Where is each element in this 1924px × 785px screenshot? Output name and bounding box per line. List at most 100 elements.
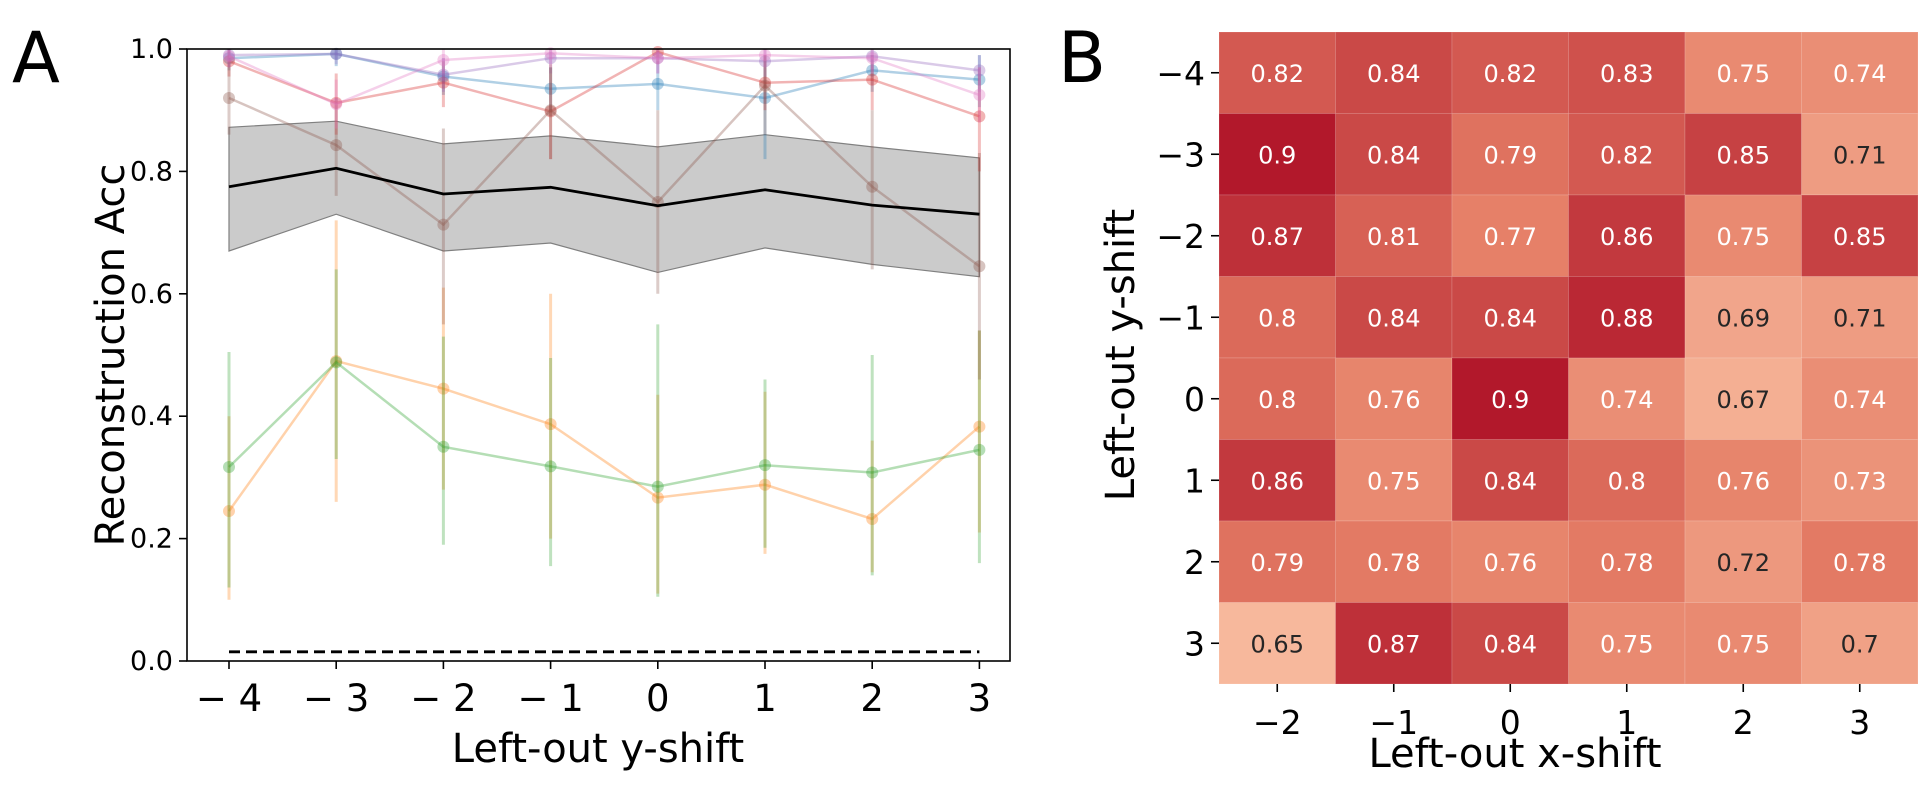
heatmap-cell <box>1568 31 1686 114</box>
heatmap-cell-label: 0.74 <box>1833 386 1886 414</box>
heatmap-x-tick-label: −1 <box>1369 703 1418 742</box>
series-6-point <box>759 79 771 92</box>
heatmap-x-tick-label: 3 <box>1849 703 1870 742</box>
series-1-point <box>973 73 986 86</box>
heatmap-cell-label: 0.84 <box>1367 304 1420 332</box>
series-1-point <box>330 47 343 60</box>
series-7-point <box>437 54 450 67</box>
heatmap-cell <box>1684 194 1802 277</box>
heatmap-y-tick-label: −4 <box>1156 54 1205 93</box>
series-3-point <box>973 443 986 456</box>
heatmap-y-tick-label: 1 <box>1184 461 1205 500</box>
heatmap-x-axis-label: Left-out x-shift <box>1368 731 1661 777</box>
heatmap-x-tick-label: 0 <box>1500 703 1521 742</box>
y-tick-label: 0.0 <box>130 646 173 677</box>
heatmap-cell-label: 0.75 <box>1717 223 1770 251</box>
series-6-point <box>866 180 879 193</box>
series-2-point <box>437 382 450 395</box>
series-4-point <box>223 55 235 68</box>
series-7-point <box>330 98 343 111</box>
series-4-point <box>866 73 879 86</box>
heatmap-y-axis: −4 −3 −2 −1 0 1 2 3 <box>1156 54 1219 663</box>
heatmap-cell-label: 0.8 <box>1258 304 1296 332</box>
series-2-point <box>330 355 343 368</box>
heatmap-cell-label: 0.87 <box>1367 630 1420 658</box>
series-2 <box>223 220 986 600</box>
heatmap-cell-label: 0.82 <box>1484 60 1537 88</box>
y-tick-label: 0.2 <box>130 524 173 555</box>
heatmap-cell-label: 0.83 <box>1600 60 1653 88</box>
heatmap-cell-label: 0.73 <box>1833 467 1886 495</box>
y-tick-label: 0.4 <box>130 401 173 432</box>
heatmap-cell-label: 0.84 <box>1367 60 1420 88</box>
series-4-point <box>330 96 343 109</box>
heatmap-cell <box>1801 194 1919 277</box>
heatmap-cell-label: 0.9 <box>1491 386 1529 414</box>
heatmap-x-tick-label: 1 <box>1616 703 1637 742</box>
series-7-point <box>759 49 771 62</box>
heatmap-cell <box>1684 31 1802 114</box>
heatmap-cell <box>1801 357 1919 440</box>
heatmap-cell <box>1451 31 1569 114</box>
heatmap-cell <box>1218 439 1336 522</box>
series-2-point <box>759 478 771 491</box>
heatmap-cell-label: 0.88 <box>1600 304 1653 332</box>
series-5 <box>223 47 986 92</box>
x-tick-label: 2 <box>860 677 884 720</box>
heatmap-cell <box>1568 520 1686 603</box>
heatmap-cell-label: 0.75 <box>1717 60 1770 88</box>
series-layer <box>223 46 986 600</box>
heatmap-cell-label: 0.82 <box>1600 141 1653 169</box>
series-3-point <box>330 356 343 369</box>
heatmap-cell <box>1335 602 1453 685</box>
series-4 <box>223 46 986 172</box>
heatmap-cell-label: 0.79 <box>1484 141 1537 169</box>
heatmap-cell <box>1451 602 1569 685</box>
series-7 <box>223 47 986 129</box>
series-1-point <box>651 77 664 90</box>
heatmap-cell-label: 0.75 <box>1717 630 1770 658</box>
x-tick-label: − 4 <box>196 677 262 720</box>
heatmap-cell <box>1335 194 1453 277</box>
heatmap-cell <box>1218 113 1336 196</box>
heatmap-cell <box>1684 113 1802 196</box>
heatmap-cell <box>1218 602 1336 685</box>
heatmap-cell-label: 0.84 <box>1484 467 1537 495</box>
heatmap-y-axis-label: Left-out y-shift <box>1098 209 1144 501</box>
series-6-point <box>437 218 450 231</box>
series-1-point <box>223 52 235 65</box>
heatmap-y-tick-label: 3 <box>1184 624 1205 663</box>
heatmap-cell <box>1801 276 1919 359</box>
heatmap-y-tick-label: −2 <box>1156 217 1205 256</box>
series-1 <box>223 47 986 160</box>
mean-line <box>228 166 980 216</box>
series-7-line <box>228 52 980 106</box>
series-2-point <box>973 420 986 433</box>
series-3-point <box>437 440 450 453</box>
x-axis: − 4 − 3 − 2 − 1 0 1 2 3 <box>196 661 991 720</box>
heatmap-cell-label: 0.74 <box>1600 386 1653 414</box>
heatmap-cell-label: 0.8 <box>1608 467 1646 495</box>
x-tick-label: 3 <box>968 677 992 720</box>
heatmap-cell <box>1335 31 1453 114</box>
y-tick-label: 1.0 <box>130 34 173 65</box>
heatmap-cell-label: 0.72 <box>1717 549 1770 577</box>
y-axis: 0.0 0.2 0.4 0.6 0.8 1.0 <box>130 34 187 677</box>
y-axis-label: Reconstruction Acc <box>88 164 134 547</box>
heatmap-cell-label: 0.86 <box>1600 223 1653 251</box>
heatmap-cell <box>1335 276 1453 359</box>
heatmap-cell-label: 0.76 <box>1717 467 1770 495</box>
heatmap-cell-label: 0.71 <box>1833 304 1886 332</box>
series-5-point <box>973 64 986 77</box>
series-7-point <box>651 52 664 65</box>
series-1-line <box>228 52 980 100</box>
heatmap-cell <box>1451 357 1569 440</box>
y-tick-label: 0.6 <box>130 279 173 310</box>
heatmap-cell <box>1801 439 1919 522</box>
series-2-point <box>866 513 879 526</box>
heatmap-cell-label: 0.82 <box>1251 60 1304 88</box>
series-7-point <box>973 88 986 101</box>
heatmap-cell-label: 0.84 <box>1367 141 1420 169</box>
series-3-point <box>759 459 771 472</box>
heatmap-cell <box>1684 276 1802 359</box>
